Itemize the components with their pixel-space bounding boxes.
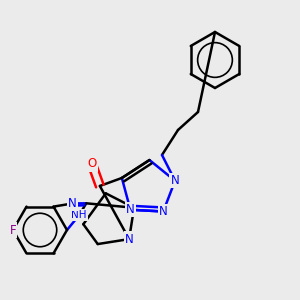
Text: N: N xyxy=(125,232,134,246)
Text: F: F xyxy=(10,224,16,236)
Text: NH: NH xyxy=(71,210,87,220)
Text: N: N xyxy=(126,203,135,216)
Text: N: N xyxy=(159,205,168,218)
Text: O: O xyxy=(87,158,97,170)
Text: N: N xyxy=(171,174,179,187)
Text: N: N xyxy=(68,197,77,210)
